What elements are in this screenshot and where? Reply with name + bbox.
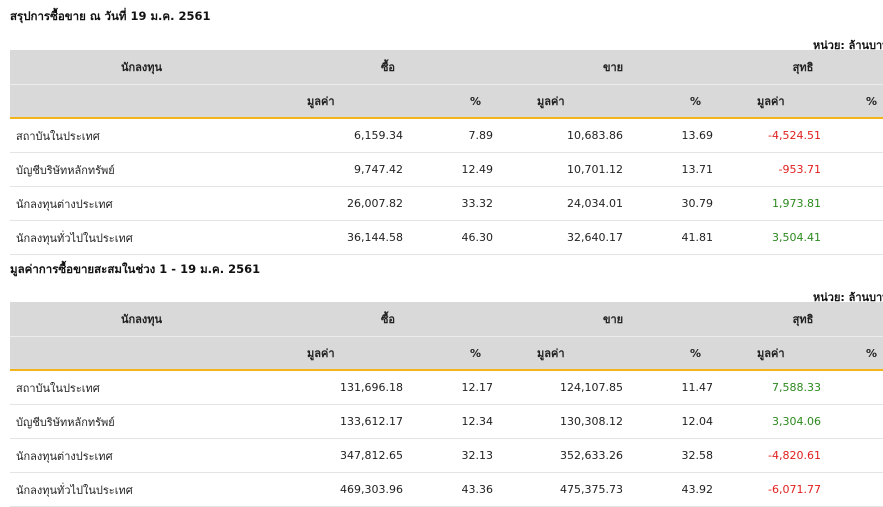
buy-percent: 46.30 [413,220,504,255]
header-net: สุทธิ [723,50,883,85]
net-value: -6,071.77 [723,472,832,507]
header-buy: ซื้อ [273,50,504,85]
cumulative-table: นักลงทุน ซื้อ ขาย สุทธิ มูลค่า % มูลค่า … [10,302,883,507]
investor-name: บัญชีบริษัทหลักทรัพย์ [10,404,273,439]
section-title: สรุปการซื้อขาย ณ วันที่ 19 ม.ค. 2561 [10,9,211,23]
header-blank [10,84,273,119]
investor-name: สถาบันในประเทศ [10,370,273,405]
header-net-percent: % [831,84,883,119]
buy-value: 36,144.58 [273,220,413,255]
table-row: นักลงทุนต่างประเทศ 26,007.82 33.32 24,03… [10,186,883,221]
header-sell-value: มูลค่า [503,336,634,371]
investor-name: นักลงทุนต่างประเทศ [10,438,273,473]
net-percent [831,370,883,405]
sell-value: 130,308.12 [503,404,634,439]
buy-percent: 12.34 [413,404,504,439]
header-buy: ซื้อ [273,302,504,337]
sell-percent: 41.81 [633,220,724,255]
net-value: -4,524.51 [723,118,832,153]
sell-value: 10,701.12 [503,152,634,187]
section-title: มูลค่าการซื้อขายสะสมในช่วง 1 - 19 ม.ค. 2… [10,262,261,276]
sell-percent: 43.92 [633,472,724,507]
header-investor: นักลงทุน [10,50,273,85]
sell-percent: 13.69 [633,118,724,153]
buy-value: 347,812.65 [273,438,413,473]
sell-value: 32,640.17 [503,220,634,255]
table-row: นักลงทุนทั่วไปในประเทศ 36,144.58 46.30 3… [10,220,883,255]
net-value: 7,588.33 [723,370,832,405]
header-investor: นักลงทุน [10,302,273,337]
header-net-value: มูลค่า [723,336,832,371]
table-row: สถาบันในประเทศ 131,696.18 12.17 124,107.… [10,370,883,405]
investor-name: นักลงทุนทั่วไปในประเทศ [10,472,273,507]
header-sell-percent: % [633,336,724,371]
header-buy-value: มูลค่า [273,336,413,371]
header-buy-value: มูลค่า [273,84,413,119]
sell-value: 24,034.01 [503,186,634,221]
buy-value: 6,159.34 [273,118,413,153]
net-percent [831,152,883,187]
buy-percent: 33.32 [413,186,504,221]
header-net-percent: % [831,336,883,371]
header-net: สุทธิ [723,302,883,337]
sell-value: 475,375.73 [503,472,634,507]
sell-value: 124,107.85 [503,370,634,405]
sell-percent: 11.47 [633,370,724,405]
net-percent [831,186,883,221]
sell-percent: 12.04 [633,404,724,439]
buy-percent: 43.36 [413,472,504,507]
sell-percent: 32.58 [633,438,724,473]
investor-name: สถาบันในประเทศ [10,118,273,153]
unit-label: หน่วย: ล้านบาท [813,39,883,52]
sell-percent: 13.71 [633,152,724,187]
investor-name: นักลงทุนทั่วไปในประเทศ [10,220,273,255]
unit-label: หน่วย: ล้านบาท [813,291,883,304]
net-percent [831,220,883,255]
net-percent [831,404,883,439]
buy-percent: 32.13 [413,438,504,473]
header-blank [10,336,273,371]
header-buy-percent: % [413,84,504,119]
sell-percent: 30.79 [633,186,724,221]
table-row: สถาบันในประเทศ 6,159.34 7.89 10,683.86 1… [10,118,883,153]
buy-value: 131,696.18 [273,370,413,405]
sell-value: 352,633.26 [503,438,634,473]
buy-percent: 12.49 [413,152,504,187]
summary-table: นักลงทุน ซื้อ ขาย สุทธิ มูลค่า % มูลค่า … [10,50,883,255]
net-value: -953.71 [723,152,832,187]
net-value: 3,504.41 [723,220,832,255]
buy-value: 469,303.96 [273,472,413,507]
net-percent [831,438,883,473]
buy-value: 26,007.82 [273,186,413,221]
buy-value: 9,747.42 [273,152,413,187]
investor-name: นักลงทุนต่างประเทศ [10,186,273,221]
header-buy-percent: % [413,336,504,371]
header-net-value: มูลค่า [723,84,832,119]
net-value: 1,973.81 [723,186,832,221]
header-sell-percent: % [633,84,724,119]
table-row: นักลงทุนต่างประเทศ 347,812.65 32.13 352,… [10,438,883,473]
header-sell: ขาย [503,50,724,85]
table-row: บัญชีบริษัทหลักทรัพย์ 133,612.17 12.34 1… [10,404,883,439]
buy-percent: 12.17 [413,370,504,405]
net-value: 3,304.06 [723,404,832,439]
sell-value: 10,683.86 [503,118,634,153]
investor-name: บัญชีบริษัทหลักทรัพย์ [10,152,273,187]
table-row: นักลงทุนทั่วไปในประเทศ 469,303.96 43.36 … [10,472,883,507]
net-percent [831,118,883,153]
table-row: บัญชีบริษัทหลักทรัพย์ 9,747.42 12.49 10,… [10,152,883,187]
net-percent [831,472,883,507]
net-value: -4,820.61 [723,438,832,473]
buy-value: 133,612.17 [273,404,413,439]
buy-percent: 7.89 [413,118,504,153]
header-sell: ขาย [503,302,724,337]
header-sell-value: มูลค่า [503,84,634,119]
